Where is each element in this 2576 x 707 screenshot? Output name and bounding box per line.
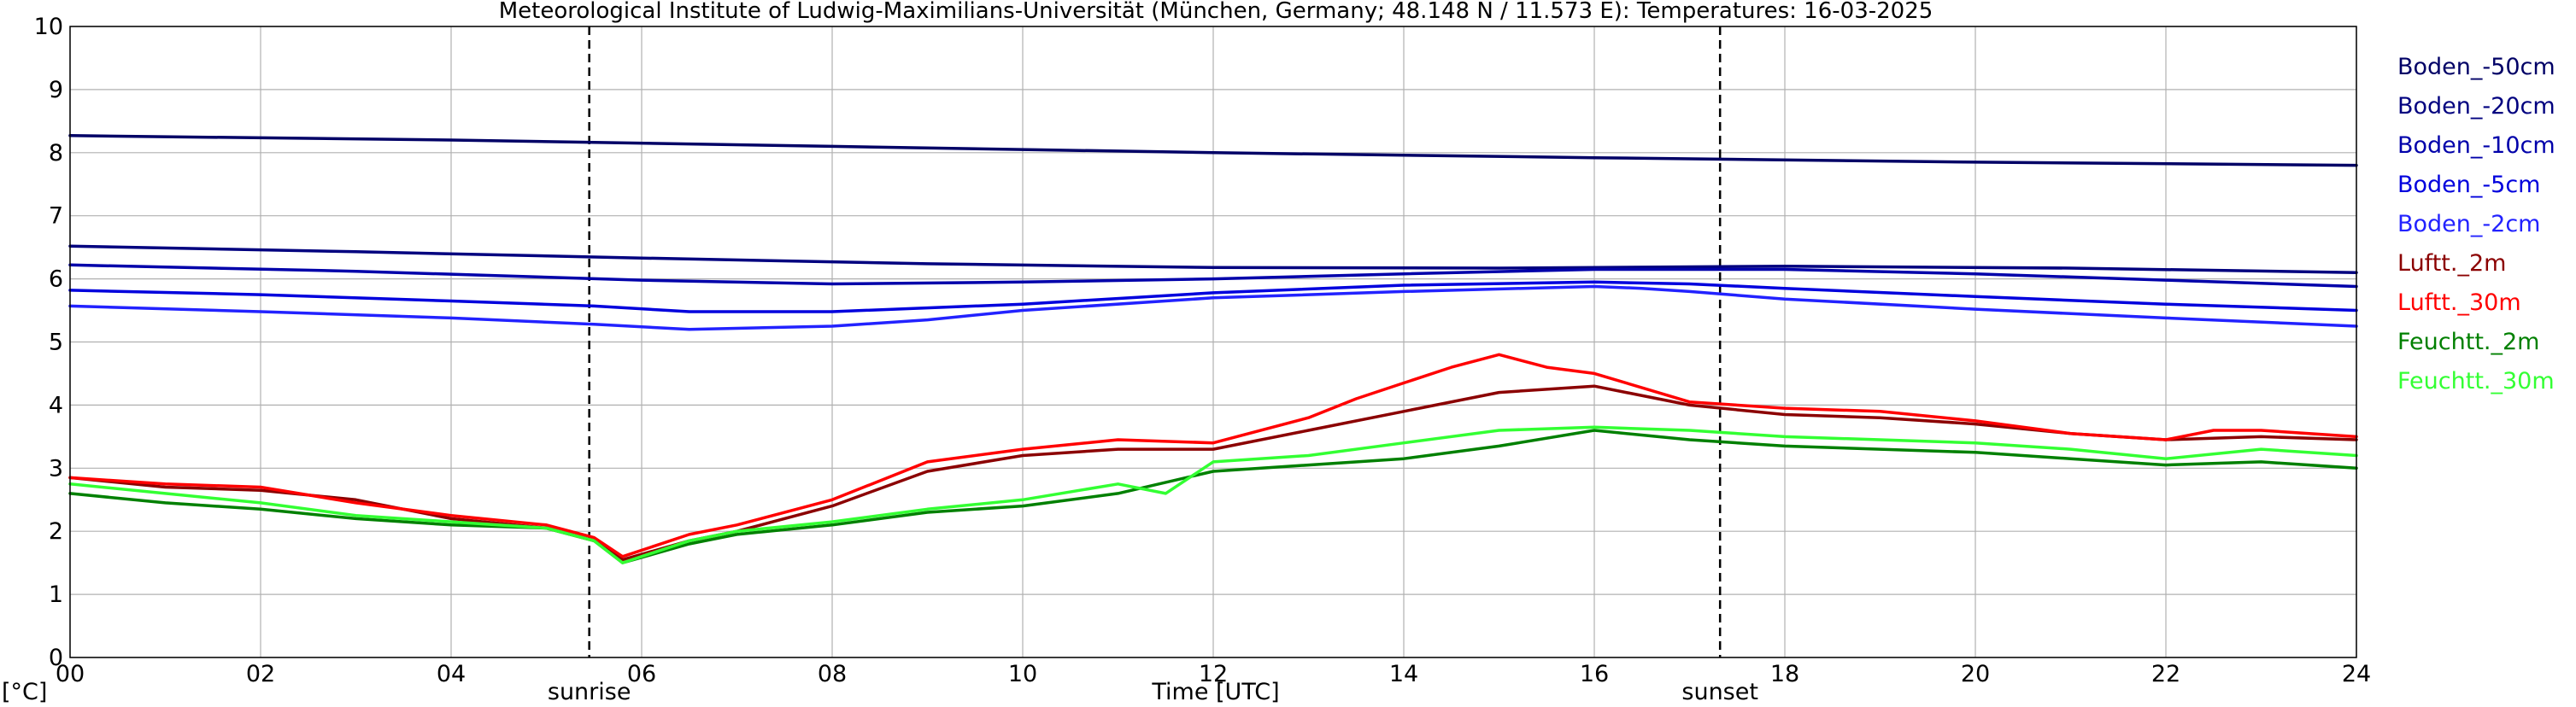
series-line-boden-20cm <box>68 244 2358 274</box>
series-layer <box>68 134 2358 564</box>
marker-layer <box>588 26 1722 657</box>
x-tick-label: 20 <box>1961 661 1990 687</box>
tick-layer: 00 02 04 06 08 10 12 14 16 18 20 22 24012345678910su… <box>34 14 2372 705</box>
series-line-luftt-2m <box>68 384 2358 562</box>
chart-title: Meteorological Institute of Ludwig-Maxim… <box>499 0 1933 24</box>
x-tick-label: 18 <box>1770 661 1799 687</box>
y-tick-label: 7 <box>49 203 63 230</box>
legend-entry: Boden_-10cm <box>2397 132 2555 159</box>
legend-entry: Boden_-5cm <box>2397 172 2540 198</box>
legend-entry: Boden_-2cm <box>2397 211 2540 237</box>
x-axis-label: Time [UTC] <box>1151 679 1279 704</box>
x-tick-label: 02 <box>246 661 275 687</box>
legend-entry: Luftt._2m <box>2397 250 2506 277</box>
y-axis-label: [°C] <box>2 679 47 704</box>
legend-entry: Boden_-50cm <box>2397 54 2555 80</box>
legend-entry: Feuchtt._2m <box>2397 329 2539 355</box>
y-tick-label: 8 <box>49 140 63 167</box>
x-tick-label: 16 <box>1580 661 1609 687</box>
y-tick-label: 4 <box>49 392 63 418</box>
legend-entry: Boden_-20cm <box>2397 93 2555 120</box>
y-tick-label: 10 <box>34 14 63 40</box>
x-tick-label: 22 <box>2151 661 2180 687</box>
x-tick-label: 24 <box>2342 661 2371 687</box>
y-tick-label: 0 <box>49 645 63 671</box>
x-tick-label: 00 <box>56 661 85 687</box>
y-tick-label: 1 <box>49 581 63 608</box>
x-tick-label: 04 <box>437 661 466 687</box>
marker-label-sunrise: sunrise <box>548 679 631 704</box>
y-tick-label: 3 <box>49 455 63 482</box>
series-line-boden-50cm <box>68 134 2358 167</box>
y-tick-label: 5 <box>49 330 63 356</box>
x-tick-label: 08 <box>818 661 847 687</box>
x-tick-label: 06 <box>627 661 656 687</box>
y-tick-label: 9 <box>49 77 63 103</box>
grid-layer <box>69 26 2357 658</box>
marker-label-sunset: sunset <box>1681 679 1758 704</box>
y-tick-label: 2 <box>49 518 63 545</box>
series-line-luftt-30m <box>68 353 2358 558</box>
legend-entry: Feuchtt._30m <box>2397 368 2555 394</box>
x-tick-label: 12 <box>1199 661 1228 687</box>
series-line-feuchtt-2m <box>68 429 2358 564</box>
x-tick-label: 10 <box>1008 661 1037 687</box>
series-line-boden-5cm <box>68 280 2358 313</box>
series-line-feuchtt-30m <box>68 425 2358 564</box>
series-line-boden-2cm <box>68 284 2358 331</box>
legend-entry: Luftt._30m <box>2397 289 2521 316</box>
y-tick-label: 6 <box>49 266 63 293</box>
x-tick-label: 14 <box>1389 661 1418 687</box>
series-line-boden-10cm <box>68 263 2358 289</box>
legend: Boden_-50cm Boden_-20cm Boden_-10cm Boden_-… <box>2397 54 2555 394</box>
plot-frame <box>69 26 2357 658</box>
